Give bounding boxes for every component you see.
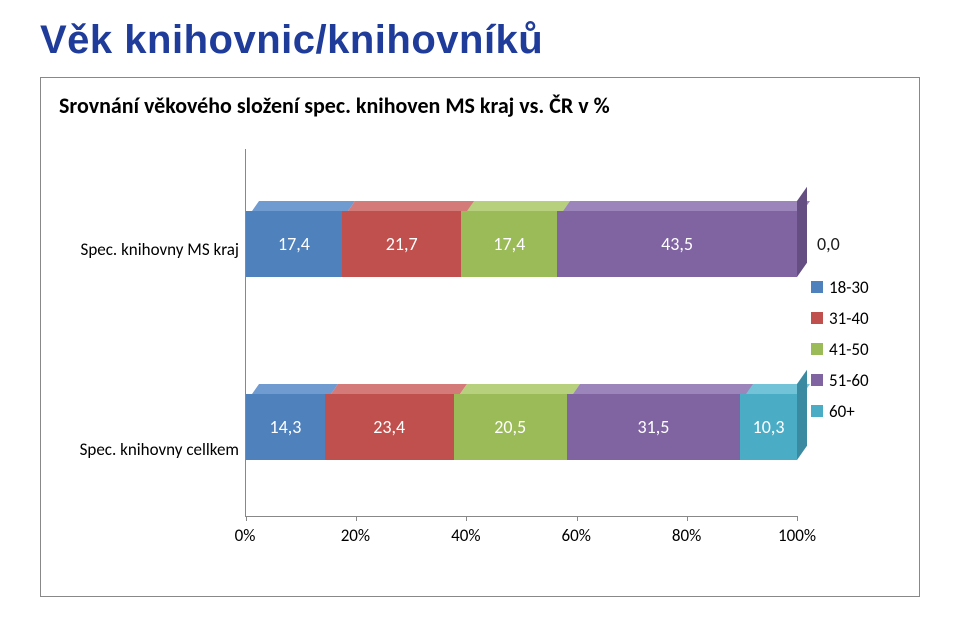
bar-segment-top3d — [563, 201, 810, 211]
bar-value-label: 23,4 — [373, 416, 405, 438]
legend-label: 51-60 — [829, 370, 869, 391]
x-axis-label: 100% — [778, 525, 816, 546]
y-category-0: Spec. knihovny MS kraj — [81, 239, 239, 260]
bar-segment-18-30: 17,4 — [246, 211, 342, 277]
x-axis-label: 0% — [235, 525, 256, 546]
chart-container: Srovnání věkového složení spec. knihoven… — [40, 77, 920, 597]
y-category-1: Spec. knihovny cellkem — [80, 439, 239, 460]
legend-label: 60+ — [829, 401, 855, 422]
x-axis: 0%20%40%60%80%100% — [245, 517, 797, 549]
bar-stack: 17,421,717,443,50,0 — [246, 211, 797, 277]
bar-value-label: 43,5 — [661, 233, 693, 255]
bar-segment-51-60: 43,5 — [557, 211, 797, 277]
bar-value-label: 17,4 — [278, 233, 310, 255]
legend-swatch — [811, 281, 823, 293]
bar-segment-top3d — [460, 384, 580, 394]
bar-value-label: 31,5 — [638, 416, 670, 438]
bars-layer: 17,421,717,443,50,014,323,420,531,510,3 — [246, 149, 797, 516]
bar-segment-60+: 10,3 — [740, 394, 797, 460]
bar-segment-top3d — [348, 201, 475, 211]
bar-segment-31-40: 23,4 — [325, 394, 454, 460]
bar-segment-top3d — [331, 384, 467, 394]
bar-row: 17,421,717,443,50,0 — [246, 199, 797, 283]
page-title: Věk knihovnic/knihovníků — [40, 18, 920, 63]
legend-item-31-40: 31-40 — [811, 308, 901, 329]
plot-wrap: 17,421,717,443,50,014,323,420,531,510,3 … — [245, 149, 797, 549]
legend-swatch — [811, 343, 823, 355]
chart-area: Spec. knihovny MS kraj Spec. knihovny ce… — [59, 149, 901, 549]
bar-segment-41-50: 20,5 — [454, 394, 567, 460]
bar-segment-41-50: 17,4 — [461, 211, 557, 277]
bar-segment-51-60: 31,5 — [567, 394, 741, 460]
bar-segment-top3d — [467, 201, 570, 211]
bar-segment-31-40: 21,7 — [342, 211, 462, 277]
legend-item-18-30: 18-30 — [811, 277, 901, 298]
bar-value-label: 0,0 — [817, 233, 840, 255]
bar-value-label: 21,7 — [386, 233, 418, 255]
x-axis-label: 80% — [672, 525, 701, 546]
bar-segment-top3d — [573, 384, 754, 394]
legend-swatch — [811, 312, 823, 324]
bar-row: 14,3 23,4 20,5 31,5 10,3 — [246, 382, 797, 466]
legend-swatch — [811, 374, 823, 386]
legend-label: 31-40 — [829, 308, 869, 329]
bar-segment-18-30: 14,3 — [246, 394, 325, 460]
x-axis-label: 20% — [341, 525, 370, 546]
x-axis-label: 60% — [561, 525, 590, 546]
legend-label: 18-30 — [829, 277, 869, 298]
x-axis-tick — [797, 516, 798, 521]
bar-segment-top3d — [252, 201, 355, 211]
bar-stack: 14,3 23,4 20,5 31,5 10,3 — [246, 394, 797, 460]
x-axis-label: 40% — [451, 525, 480, 546]
bar-segment-top3d — [252, 384, 338, 394]
legend-item-60+: 60+ — [811, 401, 901, 422]
plot: 17,421,717,443,50,014,323,420,531,510,3 — [245, 149, 797, 517]
bar-value-label: 20,5 — [494, 416, 526, 438]
legend: 18-30 31-40 41-50 51-60 60+ — [797, 149, 901, 549]
legend-item-51-60: 51-60 — [811, 370, 901, 391]
legend-swatch — [811, 405, 823, 417]
bar-segment-side3d — [797, 370, 807, 460]
bar-segment-side3d — [797, 186, 807, 276]
legend-label: 41-50 — [829, 339, 869, 360]
y-category-labels: Spec. knihovny MS kraj Spec. knihovny ce… — [59, 149, 245, 549]
chart-title: Srovnání věkového složení spec. knihoven… — [59, 92, 901, 119]
slide: Věk knihovnic/knihovníků Srovnání věkové… — [0, 0, 960, 631]
legend-item-41-50: 41-50 — [811, 339, 901, 360]
bar-value-label: 10,3 — [753, 416, 785, 438]
bar-value-label: 17,4 — [493, 233, 525, 255]
bar-value-label: 14,3 — [269, 416, 301, 438]
